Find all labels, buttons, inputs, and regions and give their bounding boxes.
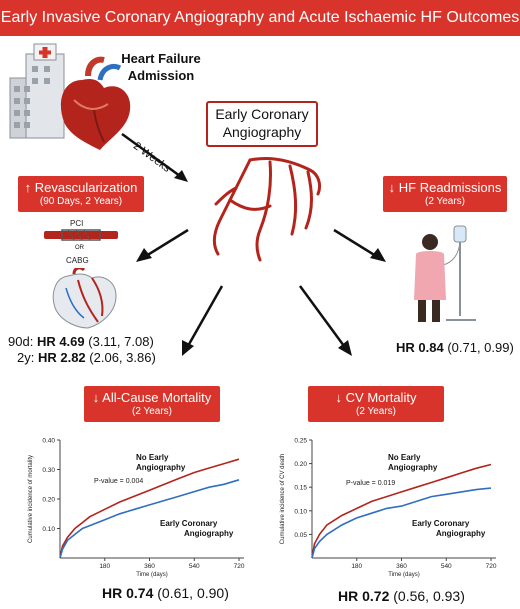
revasc-hr2y-value: HR 2.82 [37,350,86,365]
x-axis-label: Time (days) [388,572,419,578]
patient-iv-icon [414,225,476,322]
hospital-heart-illustration [9,43,131,150]
hf-readmissions-box: ↓ HF Readmissions (2 Years) [383,176,507,212]
arrow-to-readmissions [333,228,386,262]
center-box-line1: Early Coronary [215,106,309,122]
allcause-mortality-chart: 0.10 0.20 0.30 0.40 180 360 540 720 Time (days) C… [28,438,245,579]
series-label-early: Early Coronary [412,519,470,528]
admission-line1: Heart Failure [121,51,201,66]
admission-line2: Admission [127,68,195,83]
x-tick-label: 540 [441,563,452,570]
revasc-hr90-label: 90d: [8,334,34,349]
arrow-to-cv [298,285,352,356]
series-line-0 [311,463,492,559]
cabg-label: CABG [66,256,89,265]
y-tick-label: 0.40 [42,438,55,445]
arrow-to-allcause [182,285,224,356]
page-title: Early Invasive Coronary Angiography and … [0,0,520,36]
cv-mortality-chart: 0.05 0.10 0.15 0.20 0.25 180 360 540 720 Time (da… [280,438,497,579]
allcause-title: All-Cause Mortality [102,390,212,405]
p-value-annotation: P-value = 0.019 [346,480,395,487]
revasc-title: Revascularization [34,180,138,195]
revasc-hr-90d: 90d: HR 4.69 (3.11, 7.08) [8,334,154,349]
series-label-early-2: Angiography [184,529,234,538]
revasc-subtitle: (90 Days, 2 Years) [39,196,123,207]
x-tick-label: 180 [99,563,110,570]
coronary-arteries-icon [212,156,322,262]
admission-label: Heart Failure Admission [120,50,202,84]
readmit-hr: HR 0.84 (0.71, 0.99) [396,340,514,355]
revascularization-box: ↑ Revascularization (90 Days, 2 Years) [18,176,144,212]
y-axis-label: Cumulative incidence of CV death [280,454,286,544]
y-tick-label: 0.25 [294,438,307,445]
series-label-no-early: No Early [136,453,169,462]
down-arrow-icon: ↓ [388,180,396,195]
series-line-0 [59,458,240,559]
center-box-line2: Angiography [222,124,302,140]
revasc-hr-2y: 2y: HR 2.82 (2.06, 3.86) [17,350,156,365]
allcause-subtitle: (2 Years) [131,406,173,417]
series-label-no-early-2: Angiography [136,463,186,472]
allcause-hr: HR 0.74 (0.61, 0.90) [102,585,229,601]
series-line-1 [59,479,240,559]
down-arrow-icon: ↓ [335,390,343,405]
x-tick-label: 180 [351,563,362,570]
down-arrow-icon: ↓ [92,390,100,405]
y-tick-label: 0.10 [294,508,307,515]
stent-icon [44,229,118,241]
cv-hr-value: HR 0.72 [338,588,390,604]
revasc-hr90-ci: (3.11, 7.08) [88,334,154,349]
cabg-heart-icon [52,268,117,329]
x-tick-label: 360 [144,563,155,570]
allcause-hr-value: HR 0.74 [102,585,154,601]
x-axis-label: Time (days) [136,572,167,578]
cv-hr: HR 0.72 (0.56, 0.93) [338,588,465,604]
y-tick-label: 0.20 [294,461,307,468]
x-tick-label: 720 [234,563,245,570]
series-label-early: Early Coronary [160,519,218,528]
arrow-to-revasc [136,228,189,262]
allcause-mortality-box: ↓ All-Cause Mortality (2 Years) [84,386,220,422]
allcause-hr-ci: (0.61, 0.90) [157,585,229,601]
readmit-hr-ci: (0.71, 0.99) [447,340,514,355]
y-tick-label: 0.10 [42,526,55,533]
x-tick-label: 360 [396,563,407,570]
revasc-hr2y-ci: (2.06, 3.86) [89,350,156,365]
early-angiography-box: Early Coronary Angiography [206,101,318,147]
y-tick-label: 0.05 [294,532,307,539]
cv-subtitle: (2 Years) [355,406,397,417]
y-axis-label: Cumulative incidence of mortality [28,455,34,543]
y-tick-label: 0.20 [42,497,55,504]
y-tick-label: 0.30 [42,467,55,474]
pci-label: PCI [70,219,84,228]
two-weeks-arrow [121,132,188,182]
up-arrow-icon: ↑ [24,180,32,195]
readmit-title: HF Readmissions [398,180,502,195]
readmit-hr-value: HR 0.84 [396,340,444,355]
x-tick-label: 540 [189,563,200,570]
revasc-hr90-value: HR 4.69 [36,334,85,349]
cv-hr-ci: (0.56, 0.93) [393,588,465,604]
series-line-1 [311,487,492,559]
series-label-early-2: Angiography [436,529,486,538]
series-label-no-early: No Early [388,453,421,462]
cv-mortality-box: ↓ CV Mortality (2 Years) [308,386,444,422]
x-tick-label: 720 [486,563,497,570]
p-value-annotation: P-value = 0.004 [94,478,143,485]
or-label: OR [75,245,84,251]
series-label-no-early-2: Angiography [388,463,438,472]
cv-title: CV Mortality [345,390,417,405]
y-tick-label: 0.15 [294,485,307,492]
revasc-hr2y-label: 2y: [17,350,35,365]
readmit-subtitle: (2 Years) [424,196,466,207]
